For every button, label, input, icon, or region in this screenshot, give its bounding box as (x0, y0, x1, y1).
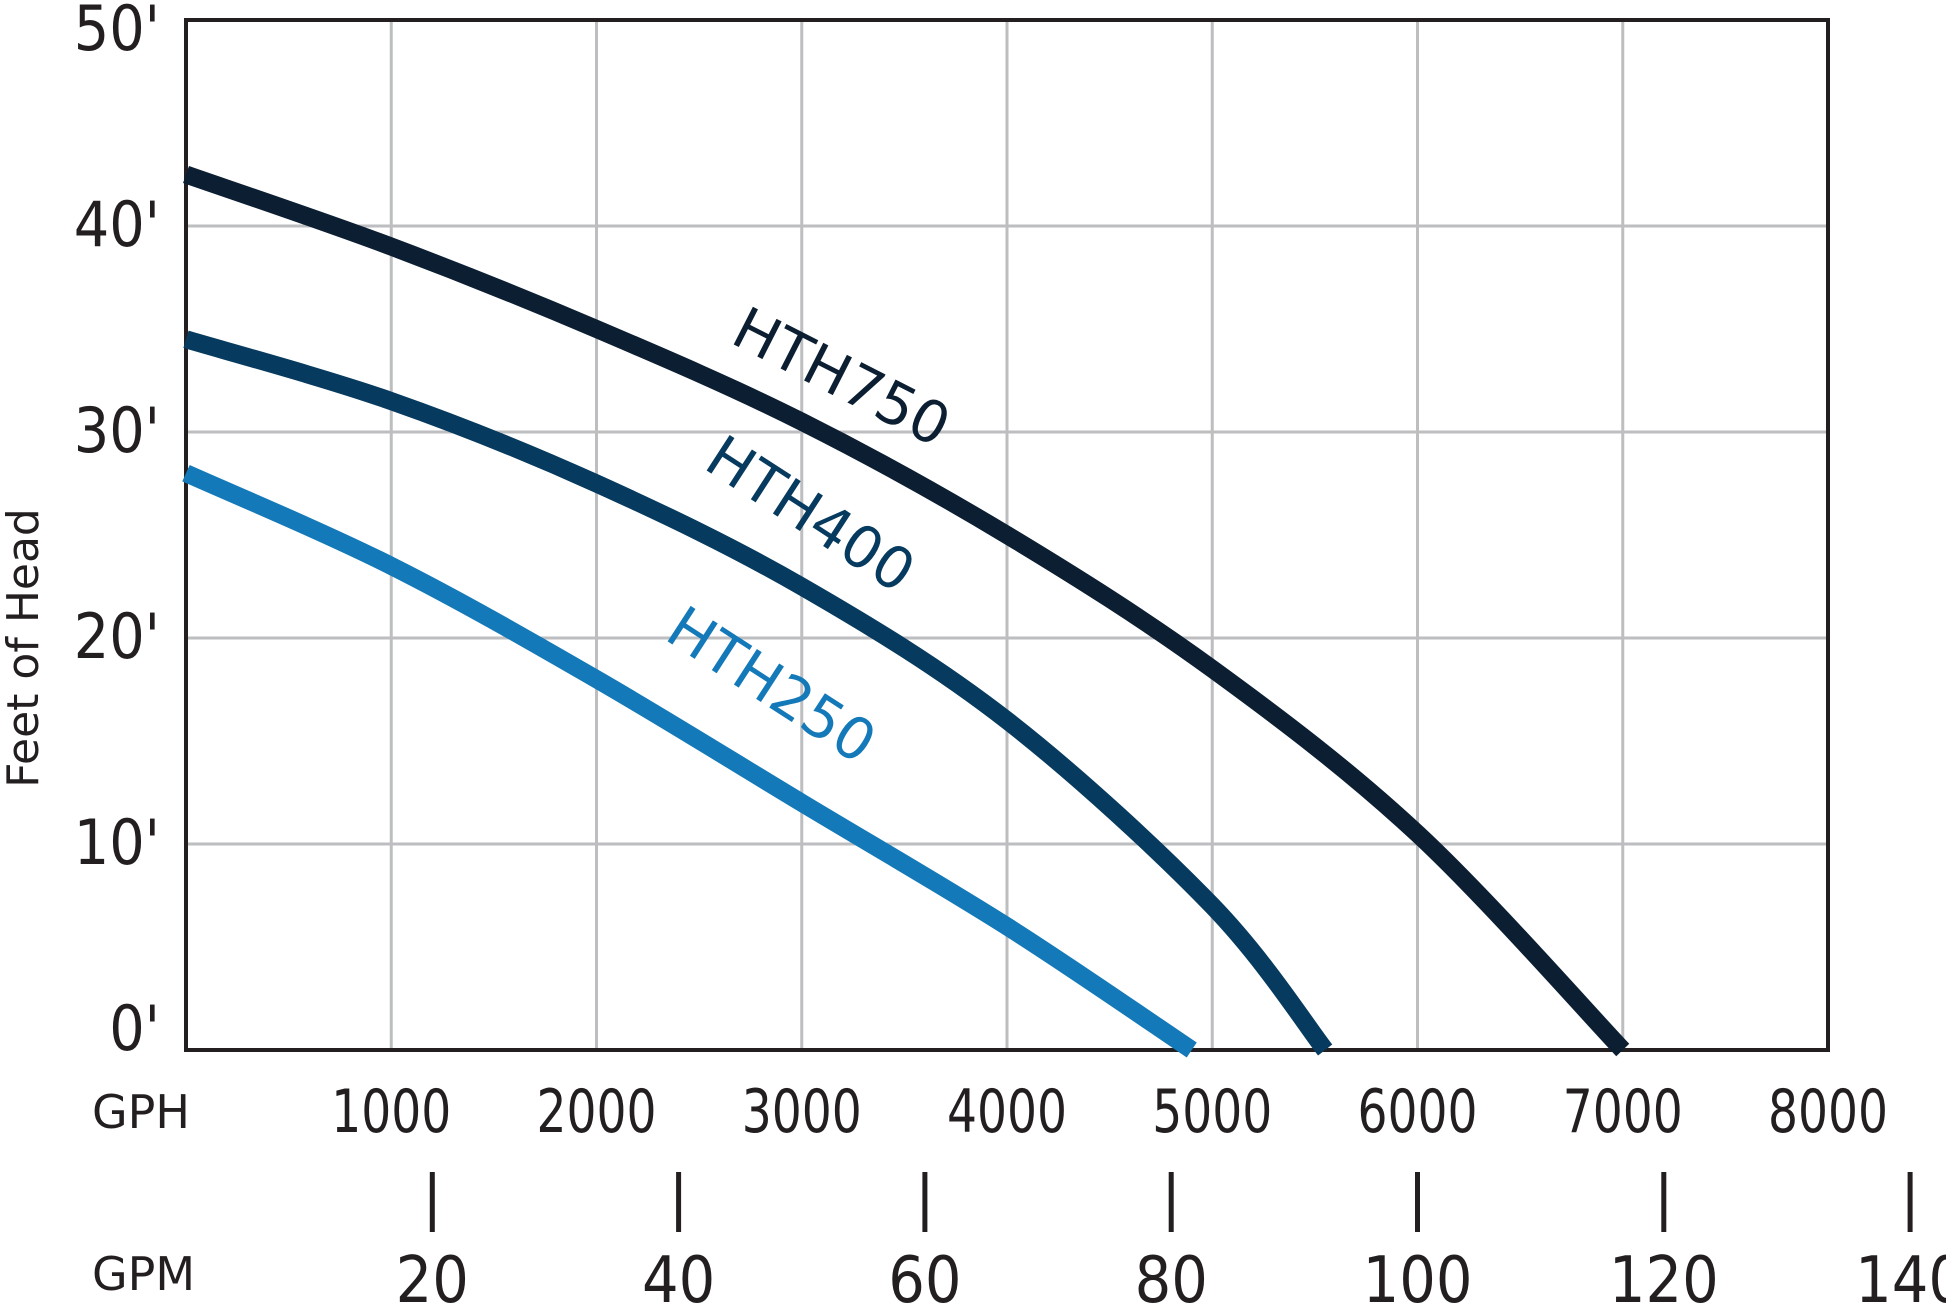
gph-axis-title: GPH (92, 1085, 190, 1139)
series-lines (182, 166, 1630, 1058)
y-tick-labels: 0' 10' 20' 30' 40' 50' (74, 0, 160, 1065)
y-tick-label: 10' (74, 806, 160, 879)
gph-tick-label: 4000 (947, 1077, 1067, 1147)
series-line-hth250 (182, 464, 1197, 1058)
gpm-tick-label: 140 (1855, 1244, 1946, 1308)
gpm-tick-label: 80 (1135, 1244, 1208, 1308)
y-axis-title: Feet of Head (0, 508, 49, 788)
gph-tick-label: 1000 (331, 1077, 451, 1147)
series-line-hth400 (183, 330, 1333, 1056)
gpm-tick-label: 60 (888, 1244, 961, 1308)
gpm-tick-label: 120 (1609, 1244, 1719, 1308)
gph-tick-label: 7000 (1563, 1077, 1683, 1147)
gpm-tick-label: 20 (396, 1244, 469, 1308)
y-tick-label: 30' (74, 394, 160, 467)
gph-tick-label: 8000 (1768, 1077, 1888, 1147)
y-tick-label: 20' (74, 600, 160, 673)
gpm-tick-label: 40 (642, 1244, 715, 1308)
series-line-hth750 (183, 166, 1630, 1057)
gpm-axis-title: GPM (92, 1247, 195, 1301)
gph-tick-label: 2000 (537, 1077, 657, 1147)
gph-tick-label: 3000 (742, 1077, 862, 1147)
series-label-hth400: HTH400 (694, 422, 927, 606)
y-tick-label: 50' (74, 0, 160, 65)
gph-tick-labels: 1000 2000 3000 4000 5000 6000 7000 8000 (331, 1077, 1888, 1147)
y-tick-label: 0' (109, 992, 160, 1065)
plot-frame (184, 18, 1830, 1052)
gpm-tick-label: 100 (1363, 1244, 1473, 1308)
gph-tick-label: 5000 (1152, 1077, 1272, 1147)
gph-tick-label: 6000 (1358, 1077, 1478, 1147)
y-tick-label: 40' (74, 188, 160, 261)
gpm-axis: 20 40 60 80 100 120 140 (396, 1172, 1946, 1308)
grid (186, 20, 1828, 1050)
